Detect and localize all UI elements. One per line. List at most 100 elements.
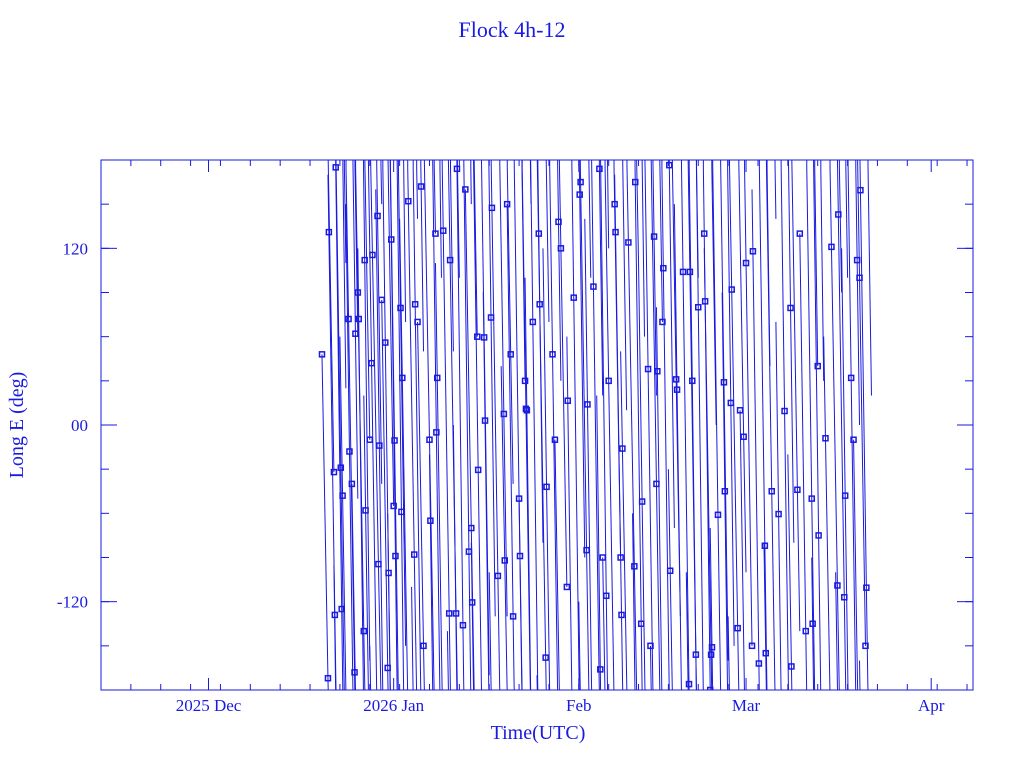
track-line	[711, 160, 717, 426]
track-marker	[707, 651, 715, 658]
track-line	[456, 160, 465, 690]
track-marker	[822, 435, 829, 442]
track-marker	[543, 483, 550, 491]
track-line	[363, 395, 369, 690]
track-line	[499, 160, 508, 617]
plot-area	[318, 160, 872, 690]
track-marker	[666, 567, 674, 574]
track-marker	[351, 669, 358, 676]
track-line	[450, 160, 454, 352]
x-tick-label: Feb	[566, 696, 592, 715]
track-marker	[564, 397, 572, 404]
track-marker	[399, 374, 406, 382]
track-line	[412, 160, 422, 690]
track-line	[813, 160, 822, 690]
track-line	[345, 204, 354, 690]
track-marker	[468, 599, 476, 606]
track-marker	[660, 264, 667, 272]
track-line	[685, 572, 689, 690]
track-line	[591, 160, 600, 690]
track-marker	[577, 178, 584, 186]
track-line	[446, 631, 449, 690]
track-line	[558, 160, 568, 587]
track-line	[363, 160, 371, 661]
track-line	[602, 557, 606, 690]
track-marker	[494, 572, 502, 580]
track-marker	[814, 362, 821, 370]
track-line	[780, 160, 789, 690]
track-line	[542, 248, 551, 690]
track-line	[855, 160, 861, 426]
track-line	[352, 160, 359, 499]
track-marker	[551, 436, 559, 443]
track-line	[369, 645, 372, 690]
track-line	[367, 160, 378, 690]
track-line	[661, 160, 670, 690]
track-marker	[397, 304, 404, 312]
track-line	[545, 160, 550, 322]
track-marker	[446, 256, 454, 264]
track-line	[626, 160, 638, 690]
track-line	[393, 410, 398, 690]
track-line	[423, 160, 435, 690]
track-marker	[781, 407, 788, 415]
track-line	[584, 218, 593, 690]
track-marker	[434, 374, 441, 382]
track-marker	[411, 551, 418, 558]
track-marker	[330, 468, 338, 476]
track-marker	[453, 165, 461, 173]
track-marker	[599, 554, 606, 561]
track-marker	[762, 649, 770, 657]
track-line	[433, 160, 436, 234]
track-line	[622, 160, 628, 411]
track-line	[524, 277, 532, 690]
track-line	[506, 160, 514, 484]
track-line	[845, 160, 849, 278]
track-marker	[775, 510, 782, 518]
track-marker	[796, 230, 804, 237]
track-marker	[850, 436, 857, 443]
track-line	[596, 395, 602, 690]
track-marker	[700, 230, 708, 237]
track-line	[703, 248, 713, 690]
track-line	[659, 160, 663, 322]
track-marker	[501, 557, 508, 564]
track-marker	[590, 283, 597, 290]
y-tick-label: -120	[57, 593, 88, 612]
track-line	[638, 263, 646, 690]
track-line	[321, 354, 329, 690]
track-line	[364, 160, 371, 440]
track-marker	[847, 374, 855, 382]
track-marker	[324, 674, 332, 682]
track-marker	[650, 233, 658, 240]
track-marker	[529, 318, 537, 326]
track-marker	[405, 197, 412, 205]
track-line	[620, 351, 628, 690]
chart-title: Flock 4h-12	[459, 17, 566, 42]
track-line	[758, 160, 768, 690]
track-marker	[787, 304, 794, 312]
track-marker	[862, 642, 869, 650]
track-marker	[809, 620, 816, 627]
track-marker	[701, 298, 709, 305]
track-line	[488, 572, 492, 690]
track-marker	[748, 642, 756, 650]
track-line	[667, 469, 673, 690]
track-line	[835, 572, 838, 690]
track-line	[727, 160, 735, 646]
track-marker	[354, 289, 362, 296]
track-line	[841, 248, 849, 690]
track-marker	[536, 301, 543, 308]
track-line	[490, 160, 501, 690]
track-marker	[596, 165, 603, 173]
track-marker	[385, 569, 392, 577]
track-line	[607, 160, 610, 249]
track-marker	[355, 315, 362, 323]
track-line	[765, 160, 776, 690]
track-line	[399, 218, 409, 690]
track-marker	[570, 294, 577, 301]
track-marker	[557, 245, 565, 252]
track-line	[381, 299, 389, 690]
track-line	[712, 160, 722, 690]
track-line	[428, 454, 434, 690]
